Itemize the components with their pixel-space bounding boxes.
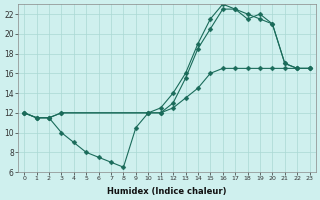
X-axis label: Humidex (Indice chaleur): Humidex (Indice chaleur) bbox=[107, 187, 227, 196]
